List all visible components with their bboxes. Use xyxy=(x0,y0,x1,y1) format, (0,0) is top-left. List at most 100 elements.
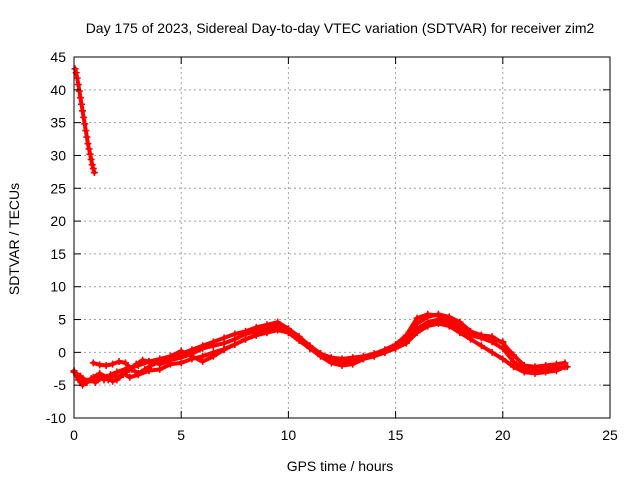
data-point xyxy=(284,325,292,333)
data-point xyxy=(413,325,421,333)
data-point xyxy=(119,371,127,379)
data-point xyxy=(488,338,496,346)
data-point xyxy=(456,325,464,333)
data-point xyxy=(359,355,367,363)
data-point xyxy=(231,330,239,338)
data-point xyxy=(73,74,81,82)
data-point xyxy=(115,358,123,366)
data-point xyxy=(177,350,185,358)
data-point xyxy=(81,379,89,387)
data-point xyxy=(74,81,82,89)
data-point xyxy=(79,107,87,115)
data-point xyxy=(166,352,174,360)
data-point xyxy=(121,359,129,367)
data-point xyxy=(370,352,378,360)
data-point xyxy=(392,343,400,351)
data-point xyxy=(81,120,89,128)
data-point xyxy=(126,373,134,381)
data-point xyxy=(402,337,410,345)
data-point xyxy=(96,361,104,369)
data-point xyxy=(78,100,86,108)
data-points xyxy=(70,65,571,389)
data-point xyxy=(252,323,260,331)
plot-frame xyxy=(73,56,611,419)
chart-title: Day 175 of 2023, Sidereal Day-to-day VTE… xyxy=(86,20,595,36)
y-tick-label: 20 xyxy=(50,213,66,229)
data-point xyxy=(467,331,475,339)
data-point xyxy=(499,355,507,363)
series-steep-start xyxy=(71,65,98,177)
data-point xyxy=(91,379,99,387)
y-tick-label: 40 xyxy=(50,82,66,98)
data-point xyxy=(134,369,142,377)
x-tick-label: 0 xyxy=(70,427,78,443)
data-point xyxy=(199,358,207,366)
data-point xyxy=(141,365,149,373)
y-tick-label: 10 xyxy=(50,279,66,295)
data-point xyxy=(263,321,271,329)
data-point xyxy=(156,355,164,363)
data-point xyxy=(456,318,464,326)
y-tick-label: 5 xyxy=(58,312,66,328)
data-point xyxy=(274,326,282,334)
series-trace xyxy=(76,317,570,385)
data-point xyxy=(94,372,102,380)
data-point xyxy=(424,318,432,326)
data-point xyxy=(542,365,550,373)
data-point xyxy=(242,335,250,343)
series-track-d xyxy=(74,316,571,387)
data-point xyxy=(83,133,91,141)
x-tick-label: 10 xyxy=(281,427,297,443)
data-point xyxy=(147,361,155,369)
data-point xyxy=(145,358,153,366)
grid xyxy=(74,57,610,418)
data-point xyxy=(295,333,303,341)
data-point xyxy=(102,361,110,369)
data-point xyxy=(327,356,335,364)
data-point xyxy=(109,360,117,368)
data-point xyxy=(306,342,314,350)
series-track-c xyxy=(89,310,507,377)
data-point xyxy=(113,376,121,384)
data-point xyxy=(188,352,196,360)
data-point xyxy=(477,342,485,350)
data-point xyxy=(76,94,84,102)
data-point xyxy=(317,350,325,358)
data-point xyxy=(124,364,132,372)
data-point xyxy=(531,367,539,375)
x-tick-label: 20 xyxy=(495,427,511,443)
data-point xyxy=(87,155,95,163)
data-point xyxy=(434,316,442,324)
y-tick-label: 45 xyxy=(50,49,66,65)
y-axis-title: SDTVAR / TECUs xyxy=(6,183,22,295)
data-point xyxy=(220,346,228,354)
axis-ticks: 0 5 10 15 20 25 -10 -5 0 5 10 15 20 25 30 35 40 45 xyxy=(46,49,618,443)
data-point xyxy=(263,329,271,337)
data-point xyxy=(75,87,83,95)
y-tick-label: 35 xyxy=(50,115,66,131)
data-point xyxy=(445,318,453,326)
y-tick-label: 30 xyxy=(50,147,66,163)
data-point xyxy=(199,342,207,350)
data-point xyxy=(209,338,217,346)
data-point xyxy=(80,113,88,121)
data-point xyxy=(74,373,82,381)
data-point xyxy=(86,150,94,158)
data-point xyxy=(552,364,560,372)
data-point xyxy=(499,344,507,352)
y-tick-label: 25 xyxy=(50,180,66,196)
data-point xyxy=(563,363,571,371)
data-point xyxy=(520,365,528,373)
data-point xyxy=(87,375,95,383)
data-point xyxy=(381,348,389,356)
data-point xyxy=(71,65,79,73)
data-point xyxy=(510,358,518,366)
x-axis-title: GPS time / hours xyxy=(287,458,394,474)
data-point xyxy=(84,140,92,148)
data-point xyxy=(338,359,346,367)
data-point xyxy=(274,318,282,326)
data-point xyxy=(85,145,93,153)
data-point xyxy=(488,348,496,356)
